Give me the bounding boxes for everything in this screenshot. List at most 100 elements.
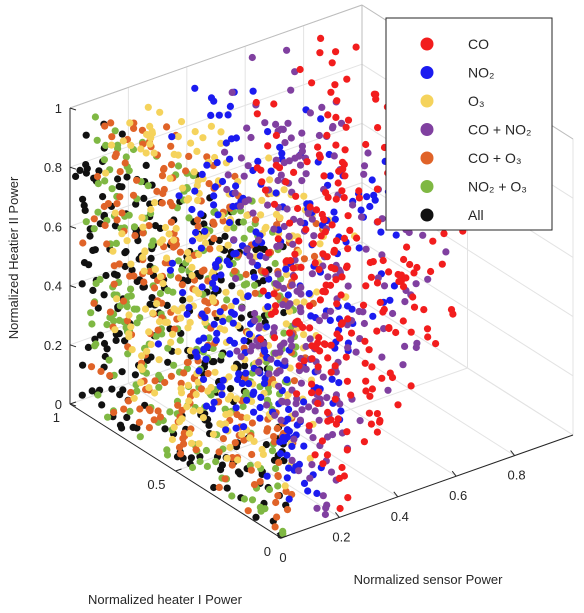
data-point: [107, 119, 115, 127]
data-point: [229, 202, 237, 211]
data-point: [343, 446, 351, 454]
data-point: [215, 483, 223, 491]
data-point: [126, 272, 134, 280]
legend-marker: [420, 180, 434, 193]
data-point: [154, 340, 162, 348]
data-point: [267, 355, 275, 363]
data-point: [336, 334, 344, 342]
data-point: [141, 305, 150, 313]
data-point: [118, 368, 126, 376]
data-point: [167, 338, 175, 346]
data-point: [392, 328, 400, 337]
data-point: [164, 358, 172, 366]
data-point: [178, 281, 186, 289]
data-point: [366, 258, 374, 267]
data-point: [211, 261, 220, 269]
data-point: [300, 442, 308, 450]
data-point: [155, 371, 163, 379]
data-point: [221, 475, 229, 483]
data-point: [338, 273, 346, 281]
data-point: [259, 287, 267, 295]
data-point: [215, 236, 223, 244]
data-point: [232, 297, 240, 305]
data-point: [270, 225, 278, 233]
data-point: [159, 189, 167, 198]
data-point: [121, 262, 129, 271]
data-point: [378, 251, 386, 259]
data-point: [312, 344, 320, 352]
data-point: [321, 340, 329, 349]
data-point: [209, 218, 217, 226]
data-point: [178, 415, 186, 423]
data-point: [261, 119, 269, 127]
data-point: [308, 215, 316, 223]
data-point: [306, 324, 314, 332]
data-point: [222, 426, 230, 434]
legend-marker: [420, 208, 434, 222]
data-point: [203, 462, 211, 470]
data-point: [223, 484, 231, 492]
data-point: [367, 420, 375, 428]
data-point: [362, 282, 370, 290]
data-point: [288, 281, 296, 289]
x-tick-label: 0: [264, 544, 271, 559]
data-point: [188, 439, 196, 447]
data-point: [217, 128, 225, 136]
data-point: [323, 451, 331, 459]
data-point: [274, 235, 282, 243]
data-point: [137, 145, 145, 153]
data-point: [203, 161, 211, 169]
data-point: [296, 416, 304, 424]
data-point: [153, 187, 161, 195]
data-point: [311, 451, 319, 459]
data-point: [280, 284, 288, 292]
data-point: [102, 271, 110, 280]
data-point: [195, 367, 203, 375]
data-point: [279, 527, 287, 536]
data-point: [311, 407, 319, 415]
data-point: [110, 262, 118, 270]
data-point: [239, 218, 247, 226]
data-point: [285, 495, 293, 503]
data-point: [108, 133, 116, 141]
data-point: [258, 445, 266, 454]
data-point: [201, 227, 209, 235]
data-point: [353, 234, 361, 242]
data-point: [185, 152, 193, 160]
data-point: [90, 225, 98, 233]
data-point: [133, 176, 141, 184]
data-point: [197, 385, 206, 393]
data-point: [168, 133, 176, 141]
data-point: [97, 367, 105, 375]
data-point: [360, 170, 368, 178]
data-point: [185, 195, 193, 203]
data-point: [120, 405, 128, 413]
data-point: [306, 302, 314, 310]
data-point: [145, 405, 153, 413]
data-point: [340, 194, 348, 202]
data-point: [210, 192, 218, 200]
data-point: [79, 195, 87, 203]
data-point: [379, 308, 387, 316]
data-point: [315, 416, 323, 424]
data-point: [94, 391, 102, 399]
data-point: [190, 168, 198, 176]
data-point: [195, 289, 203, 297]
data-point: [286, 219, 294, 227]
data-point: [318, 437, 326, 445]
data-point: [107, 141, 116, 149]
data-point: [89, 246, 97, 254]
data-point: [367, 273, 375, 281]
data-point: [211, 183, 219, 191]
data-point: [218, 421, 226, 429]
data-point: [285, 464, 293, 472]
data-point: [305, 290, 313, 298]
data-point: [123, 173, 131, 181]
data-point: [373, 428, 381, 436]
data-point: [315, 265, 323, 274]
data-point: [112, 239, 120, 247]
data-point: [140, 267, 148, 275]
legend: CO NO₂ O₃ CO + NO₂ CO + O₃ NO₂ + O₃ All: [385, 17, 553, 231]
data-point: [253, 110, 261, 118]
data-point: [222, 139, 230, 147]
